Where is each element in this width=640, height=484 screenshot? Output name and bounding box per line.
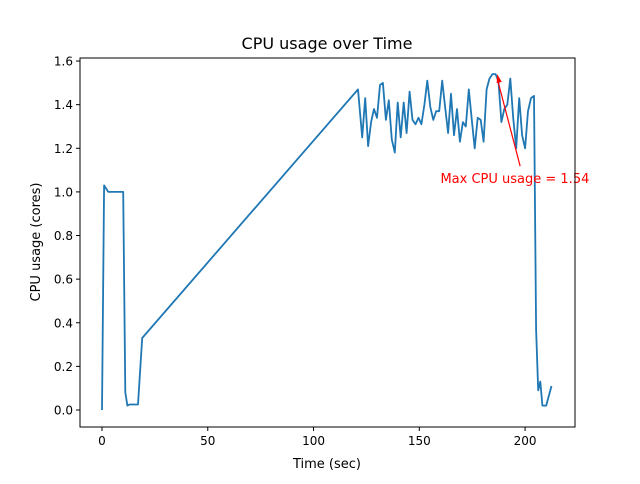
x-tick-label: 50 (200, 434, 215, 448)
y-tick-label: 1.6 (54, 55, 73, 69)
x-tick-label: 200 (514, 434, 537, 448)
y-tick-label: 0.2 (54, 360, 73, 374)
x-tick-label: 100 (302, 434, 325, 448)
y-tick-label: 1.2 (54, 142, 73, 156)
annotation-arrow (496, 77, 521, 167)
y-axis-ticks: 0.0 0.2 0.4 0.6 0.8 1.0 1.2 1.4 1.6 (54, 55, 80, 417)
x-tick-label: 150 (408, 434, 431, 448)
y-tick-label: 0.6 (54, 273, 73, 287)
y-axis-label: CPU usage (cores) (29, 183, 44, 302)
annotation-arrowhead (496, 74, 502, 84)
max-cpu-annotation: Max CPU usage = 1.54 (440, 172, 589, 187)
chart-title: CPU usage over Time (242, 34, 413, 53)
y-tick-label: 0.4 (54, 316, 73, 330)
plot-area (101, 73, 553, 411)
y-tick-label: 1.0 (54, 185, 73, 199)
annotations: Max CPU usage = 1.54 (440, 74, 589, 187)
x-axis-label: Time (sec) (292, 457, 361, 472)
y-tick-label: 1.4 (54, 98, 73, 112)
series-line-cpu-usage (101, 73, 553, 411)
y-tick-label: 0.0 (54, 403, 73, 417)
axes-frame (79, 57, 576, 428)
y-tick-label: 0.8 (54, 229, 73, 243)
x-tick-label: 0 (98, 434, 106, 448)
x-axis-ticks: 0 50 100 150 200 (98, 427, 537, 448)
